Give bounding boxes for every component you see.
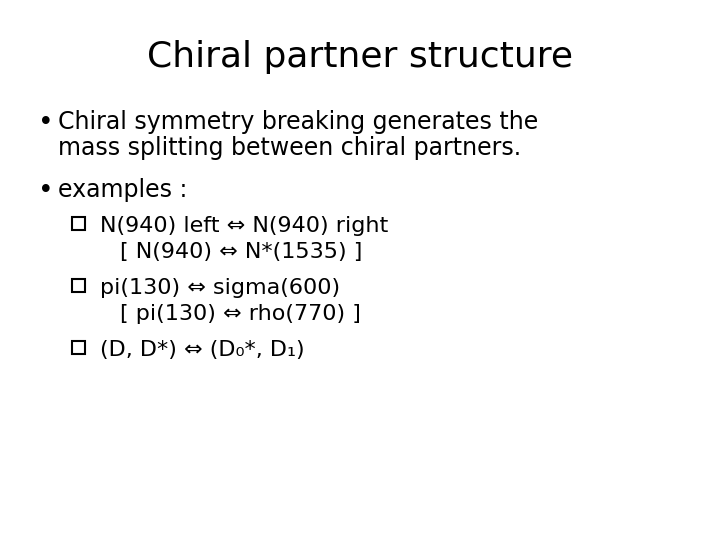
Text: pi(130) ⇔ sigma(600): pi(130) ⇔ sigma(600) <box>100 278 340 298</box>
Text: •: • <box>38 178 53 204</box>
Text: (D, D*) ⇔ (D₀*, D₁): (D, D*) ⇔ (D₀*, D₁) <box>100 340 305 360</box>
Text: [ pi(130) ⇔ rho(770) ]: [ pi(130) ⇔ rho(770) ] <box>120 304 361 324</box>
Text: N(940) left ⇔ N(940) right: N(940) left ⇔ N(940) right <box>100 216 388 236</box>
Text: Chiral partner structure: Chiral partner structure <box>147 40 573 74</box>
Text: •: • <box>38 110 53 136</box>
Text: examples :: examples : <box>58 178 187 202</box>
Text: mass splitting between chiral partners.: mass splitting between chiral partners. <box>58 136 521 160</box>
Text: [ N(940) ⇔ N*(1535) ]: [ N(940) ⇔ N*(1535) ] <box>120 242 362 262</box>
Text: Chiral symmetry breaking generates the: Chiral symmetry breaking generates the <box>58 110 539 134</box>
